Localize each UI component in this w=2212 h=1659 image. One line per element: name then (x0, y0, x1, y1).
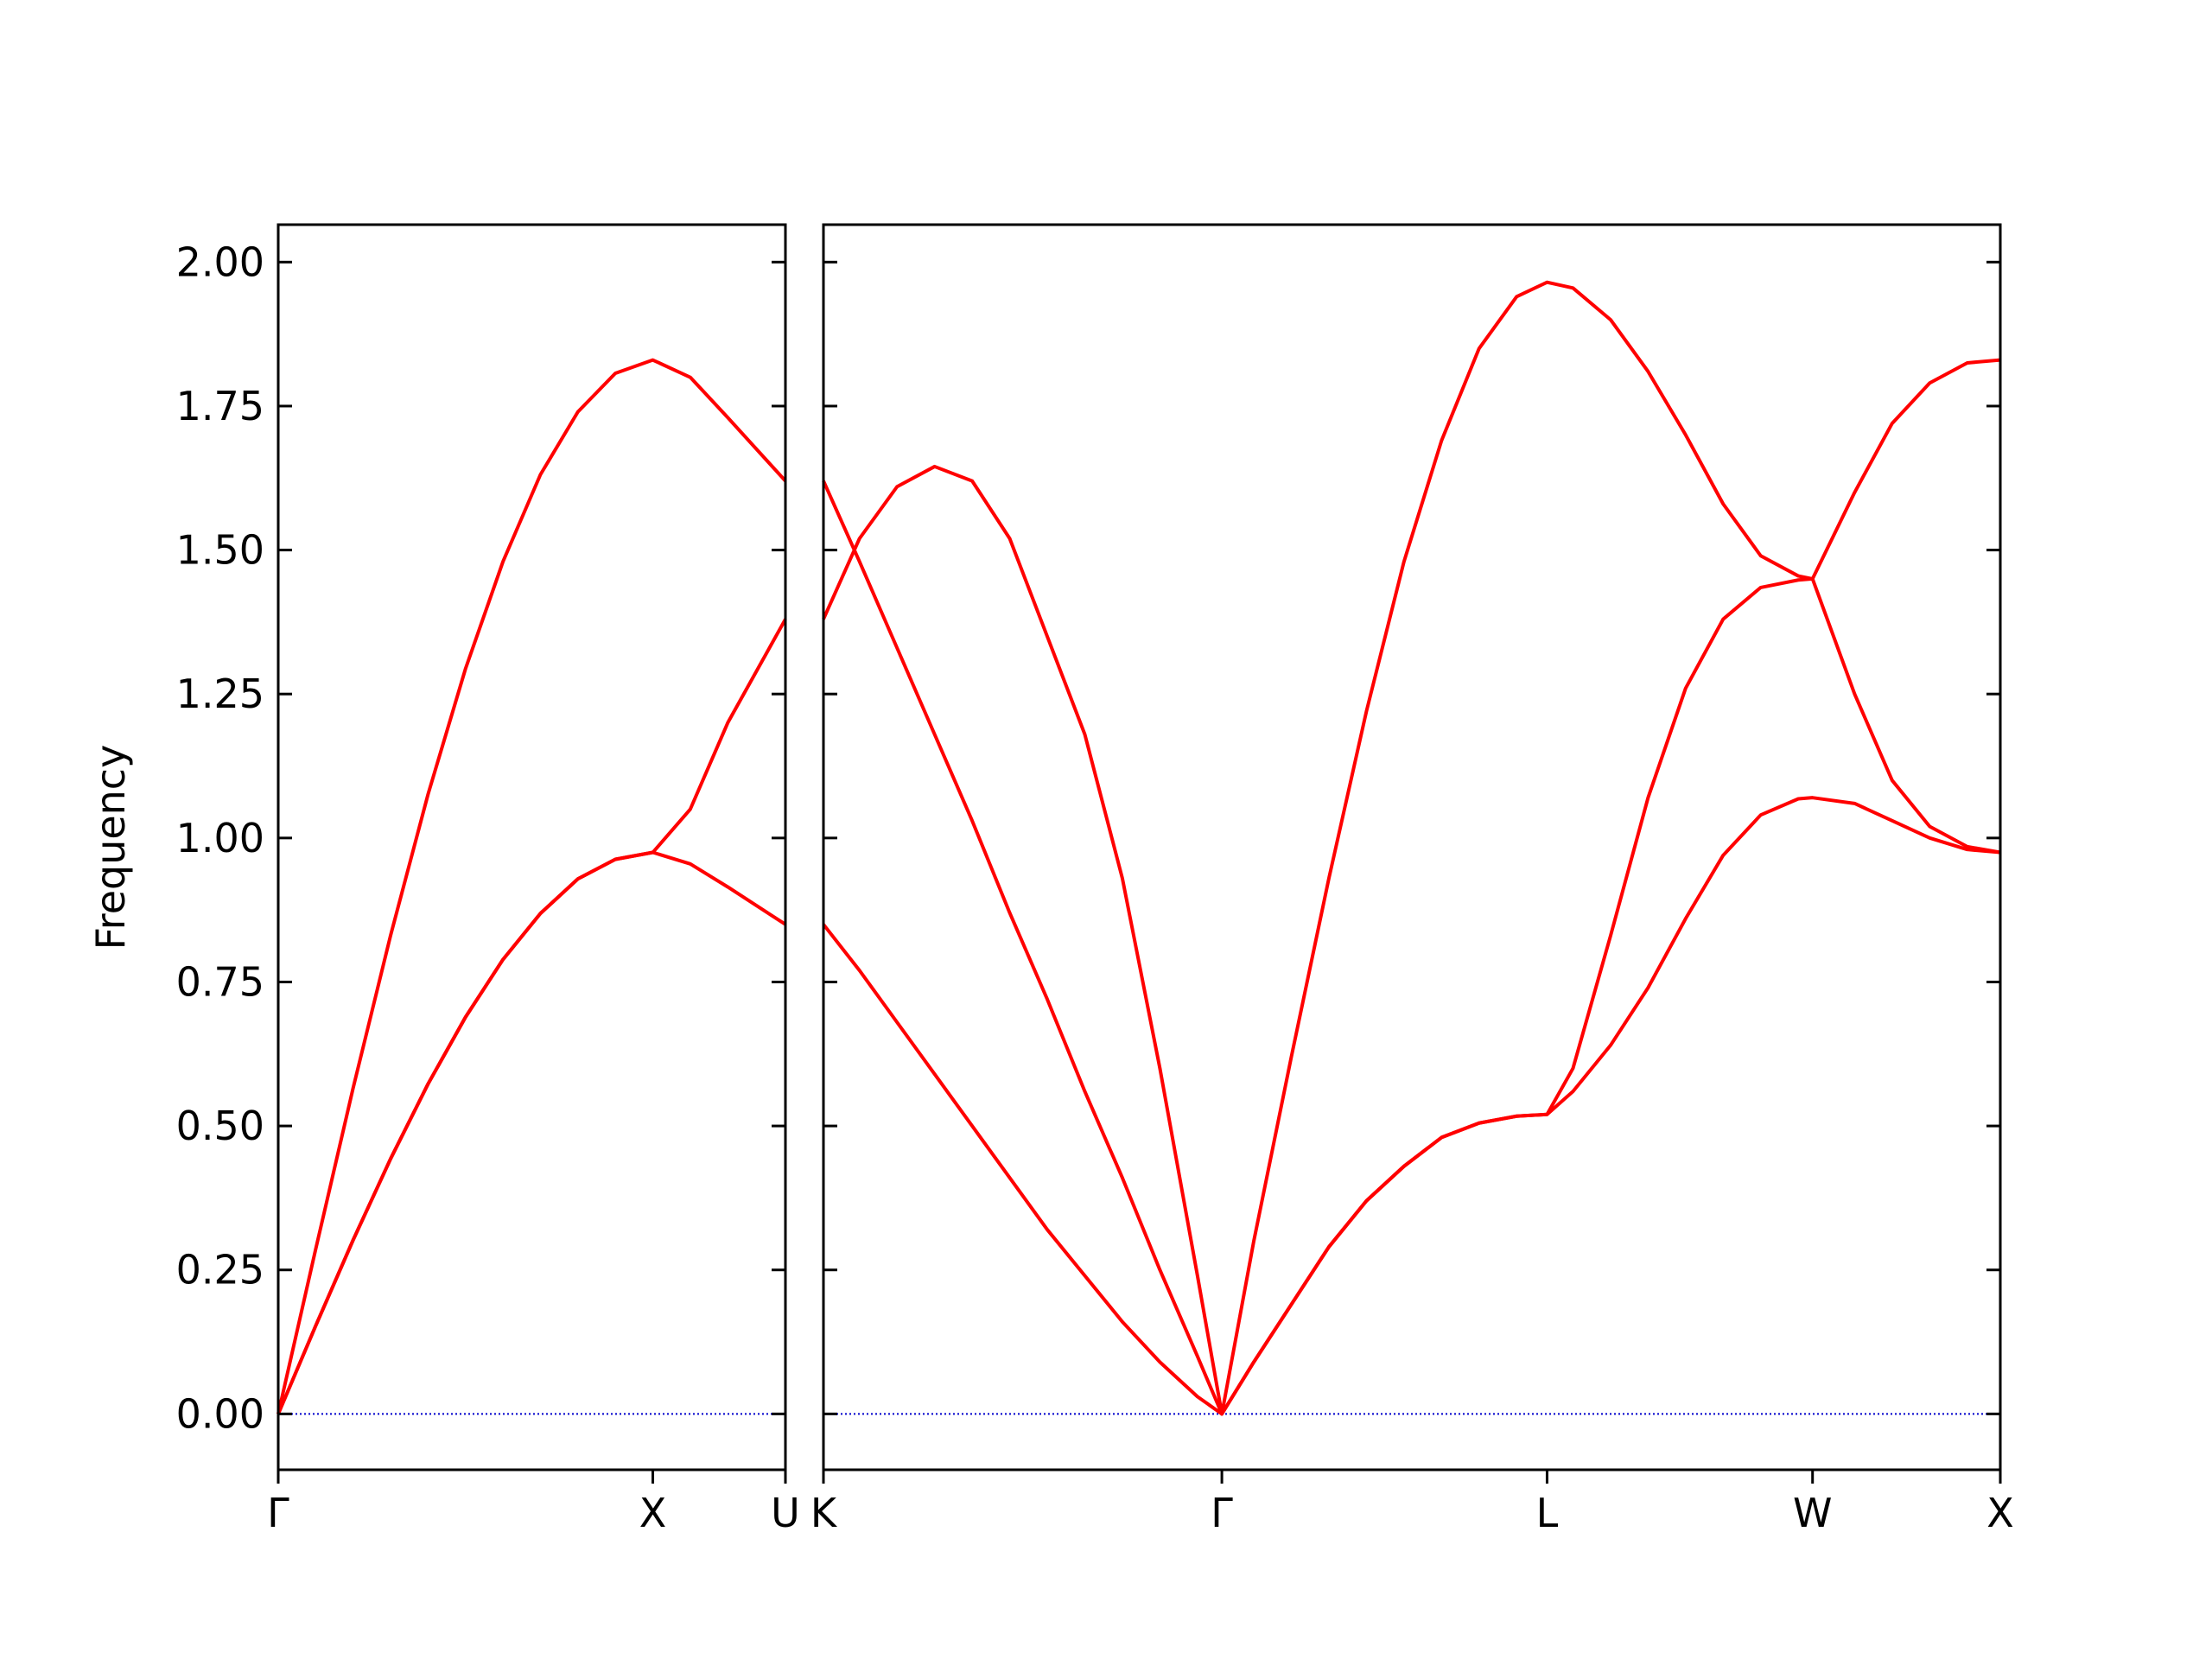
x-tick-label: Γ (267, 1490, 289, 1536)
x-tick-label: L (1536, 1490, 1559, 1536)
y-tick-label: 0.25 (176, 1247, 264, 1294)
y-tick-label: 1.00 (176, 815, 264, 861)
band-line (276, 618, 787, 1415)
x-tick-label: U (771, 1490, 800, 1536)
band-line (822, 480, 2001, 1416)
band-line (822, 280, 2001, 1416)
band-line (822, 796, 2001, 1416)
y-tick-label: 1.25 (176, 671, 264, 717)
band-line (276, 850, 787, 1415)
axes-frame (276, 223, 787, 1471)
y-tick-label: 2.00 (176, 238, 264, 285)
y-tick-label: 0.00 (176, 1390, 264, 1437)
x-tick-label: K (810, 1490, 838, 1536)
y-tick-label: 0.50 (176, 1103, 264, 1149)
axes-frame (822, 223, 2002, 1471)
y-tick-label: 1.50 (176, 527, 264, 574)
x-tick-label: Γ (1211, 1490, 1233, 1536)
x-tick-label: X (1986, 1490, 2014, 1536)
y-tick-label: 0.75 (176, 958, 264, 1005)
y-tick-label: 1.75 (176, 383, 264, 429)
x-tick-label: W (1793, 1490, 1832, 1536)
band-line (276, 358, 787, 1414)
y-axis-label: Frequency (87, 745, 134, 950)
x-tick-label: X (639, 1490, 667, 1536)
